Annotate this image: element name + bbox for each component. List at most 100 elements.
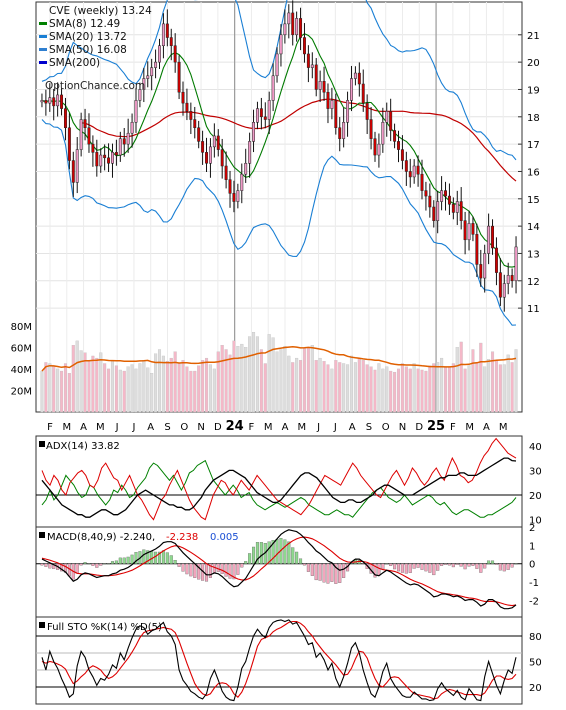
price-tick-label: 20 xyxy=(527,58,540,69)
volume-bar xyxy=(212,368,216,413)
volume-bar xyxy=(463,368,467,413)
macd-histogram-bar xyxy=(412,563,416,569)
macd-tick-label: -1 xyxy=(529,578,539,589)
candle-body xyxy=(455,201,459,213)
candle-body xyxy=(483,253,487,279)
adx-line xyxy=(41,457,517,518)
candle-body xyxy=(259,108,263,118)
volume-bar xyxy=(443,367,448,413)
candle-body xyxy=(291,12,295,36)
volume-bar xyxy=(126,366,130,413)
macd-histogram-bar xyxy=(118,557,122,564)
candle-body xyxy=(389,111,393,131)
volume-bar xyxy=(299,360,303,413)
macd-histogram-bar xyxy=(185,563,189,575)
watermark: OptionChance.com xyxy=(45,80,145,92)
volume-bar xyxy=(44,362,48,413)
candle-body xyxy=(271,75,275,101)
macd-histogram-bar xyxy=(40,563,44,566)
volume-bar xyxy=(334,360,338,413)
volume-bar xyxy=(263,363,267,413)
macd-histogram-bar xyxy=(463,563,467,570)
candle-body xyxy=(310,64,314,68)
volume-bar xyxy=(381,368,385,413)
macd-histogram-bar xyxy=(197,563,201,580)
macd-histogram-bar xyxy=(87,563,91,565)
macd-histogram-bar xyxy=(393,563,397,570)
macd-histogram-bar xyxy=(126,556,130,564)
candle-body xyxy=(193,119,197,128)
candle-body xyxy=(197,127,201,142)
macd-histogram-bar xyxy=(389,563,393,566)
volume-bar xyxy=(314,360,318,413)
candle-body xyxy=(134,100,138,123)
macd-histogram-bar xyxy=(146,550,150,564)
macd-histogram-bar xyxy=(471,563,475,566)
candle-body xyxy=(397,141,400,150)
candle-body xyxy=(91,143,95,153)
volume-bar xyxy=(95,357,99,413)
volume-bar xyxy=(118,369,122,413)
macd-histogram-bar xyxy=(306,563,310,572)
macd-histogram-bar xyxy=(404,563,408,574)
candle-body xyxy=(208,146,212,164)
macd-tick-label: -2 xyxy=(529,596,539,607)
candle-body xyxy=(353,72,357,79)
candle-body xyxy=(436,201,440,221)
macd-histogram-bar xyxy=(255,542,259,564)
candle-body xyxy=(412,165,416,178)
macd-histogram-bar xyxy=(361,563,365,565)
macd-histogram-bar xyxy=(396,563,401,572)
macd-histogram-bar xyxy=(510,563,514,568)
candle-body xyxy=(154,61,158,68)
volume-bar xyxy=(365,364,369,413)
volume-bar xyxy=(232,340,236,413)
candle-body xyxy=(118,138,122,156)
macd-histogram-bar xyxy=(302,563,306,566)
macd-histogram-bar xyxy=(326,563,330,584)
candle-body xyxy=(189,111,193,120)
volume-bar xyxy=(322,361,326,413)
macd-histogram-bar xyxy=(428,563,432,573)
macd-histogram-bar xyxy=(204,563,209,582)
macd-histogram-bar xyxy=(252,546,256,564)
candle-body xyxy=(248,141,252,164)
candle-body xyxy=(498,272,502,298)
macd-histogram-bar xyxy=(318,563,322,581)
x-tick-label: M xyxy=(96,422,105,433)
x-tick-label: S xyxy=(164,422,170,433)
macd-histogram-bar xyxy=(420,563,424,570)
x-tick-label: N xyxy=(197,422,204,433)
candle-body xyxy=(342,122,346,139)
candle-body xyxy=(357,72,361,85)
volume-bar xyxy=(240,343,244,413)
macd-histogram-bar xyxy=(287,541,291,564)
volume-bar xyxy=(306,347,310,413)
volume-bar xyxy=(197,365,201,413)
volume-bar xyxy=(338,362,342,413)
macd-histogram-bar xyxy=(142,549,146,564)
price-tick-label: 15 xyxy=(527,195,540,206)
macd-histogram-bar xyxy=(208,563,212,578)
volume-bar xyxy=(295,357,299,413)
volume-bar xyxy=(502,364,506,413)
candle-body xyxy=(181,91,185,104)
candle-body xyxy=(299,18,303,38)
candle-body xyxy=(373,138,377,156)
volume-bar xyxy=(60,370,64,413)
macd-histogram-bar xyxy=(310,563,314,576)
volume-bar xyxy=(173,351,177,413)
volume-bar xyxy=(400,363,404,413)
candle-body xyxy=(287,12,291,25)
x-tick-label: M xyxy=(62,422,71,433)
candle-body xyxy=(122,138,126,145)
volume-bar xyxy=(181,360,185,413)
volume-bar xyxy=(357,357,361,413)
volume-bar xyxy=(267,334,271,413)
volume-bar xyxy=(283,346,287,413)
candle-body xyxy=(255,108,259,123)
macd-histogram-bar xyxy=(498,563,502,571)
macd-histogram-bar xyxy=(165,552,169,564)
